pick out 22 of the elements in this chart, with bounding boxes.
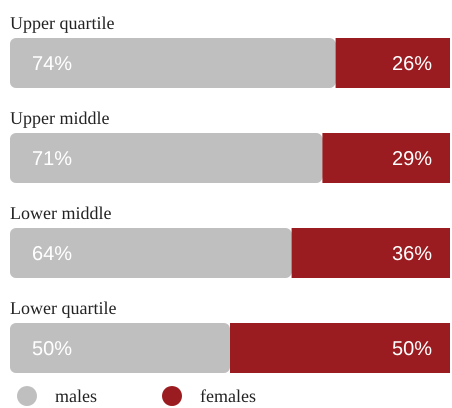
y-tick-label: Lower middle [10,203,112,223]
bar [10,228,292,278]
bar [10,133,322,183]
bar [292,228,450,278]
bar [10,38,336,88]
bar [10,323,230,373]
bar [230,323,450,373]
data-label: 50% [392,338,432,360]
data-label: 74% [32,53,72,75]
y-tick-label: Upper middle [10,108,110,128]
legend-label: females [200,386,256,406]
data-label: 64% [32,243,72,265]
y-tick-label: Upper quartile [10,13,114,33]
data-label: 29% [392,148,432,170]
data-label: 36% [392,243,432,265]
bar [336,38,450,88]
data-label: 50% [32,338,72,360]
data-label: 71% [32,148,72,170]
data-label: 26% [392,53,432,75]
legend-label: males [55,386,97,406]
y-tick-label: Lower quartile [10,298,116,318]
bar [322,133,450,183]
